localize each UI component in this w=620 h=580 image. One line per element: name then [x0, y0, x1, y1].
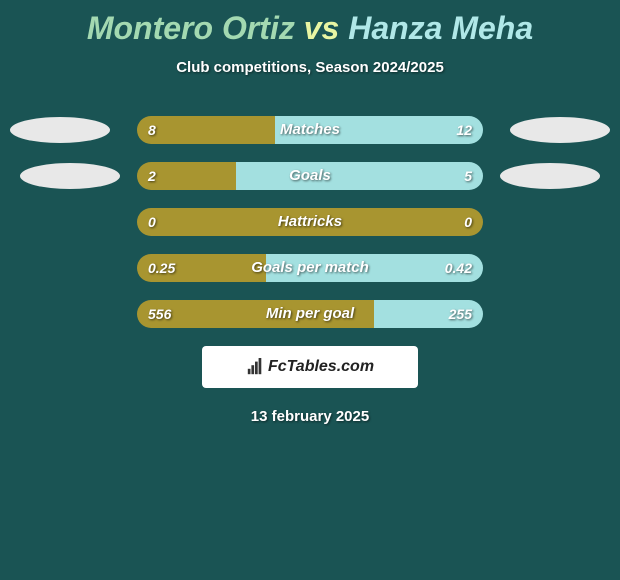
- date-text: 13 february 2025: [0, 408, 620, 425]
- stat-row: 812Matches: [0, 116, 620, 144]
- player1-name: Montero Ortiz: [87, 10, 295, 46]
- stat-label: Goals per match: [137, 254, 483, 282]
- footer-logo: FcTables.com: [246, 358, 374, 376]
- player2-badge: [500, 163, 600, 189]
- stat-label: Goals: [137, 162, 483, 190]
- comparison-title: Montero Ortiz vs Hanza Meha: [0, 0, 620, 47]
- stat-row: 25Goals: [0, 162, 620, 190]
- subtitle: Club competitions, Season 2024/2025: [0, 59, 620, 76]
- player2-name: Hanza Meha: [348, 10, 533, 46]
- stat-label: Min per goal: [137, 300, 483, 328]
- footer-brand-box: FcTables.com: [202, 346, 418, 388]
- player2-badge: [510, 117, 610, 143]
- stat-row: 00Hattricks: [0, 208, 620, 236]
- vs-text: vs: [304, 10, 340, 46]
- player1-badge: [20, 163, 120, 189]
- player1-badge: [10, 117, 110, 143]
- bars-icon: [246, 358, 264, 376]
- stat-row: 556255Min per goal: [0, 300, 620, 328]
- stat-label: Hattricks: [137, 208, 483, 236]
- stats-container: 812Matches 25Goals 00Hattricks 0.250.42Goal…: [0, 116, 620, 328]
- stat-label: Matches: [137, 116, 483, 144]
- footer-brand-text: FcTables.com: [268, 358, 374, 376]
- stat-row: 0.250.42Goals per match: [0, 254, 620, 282]
